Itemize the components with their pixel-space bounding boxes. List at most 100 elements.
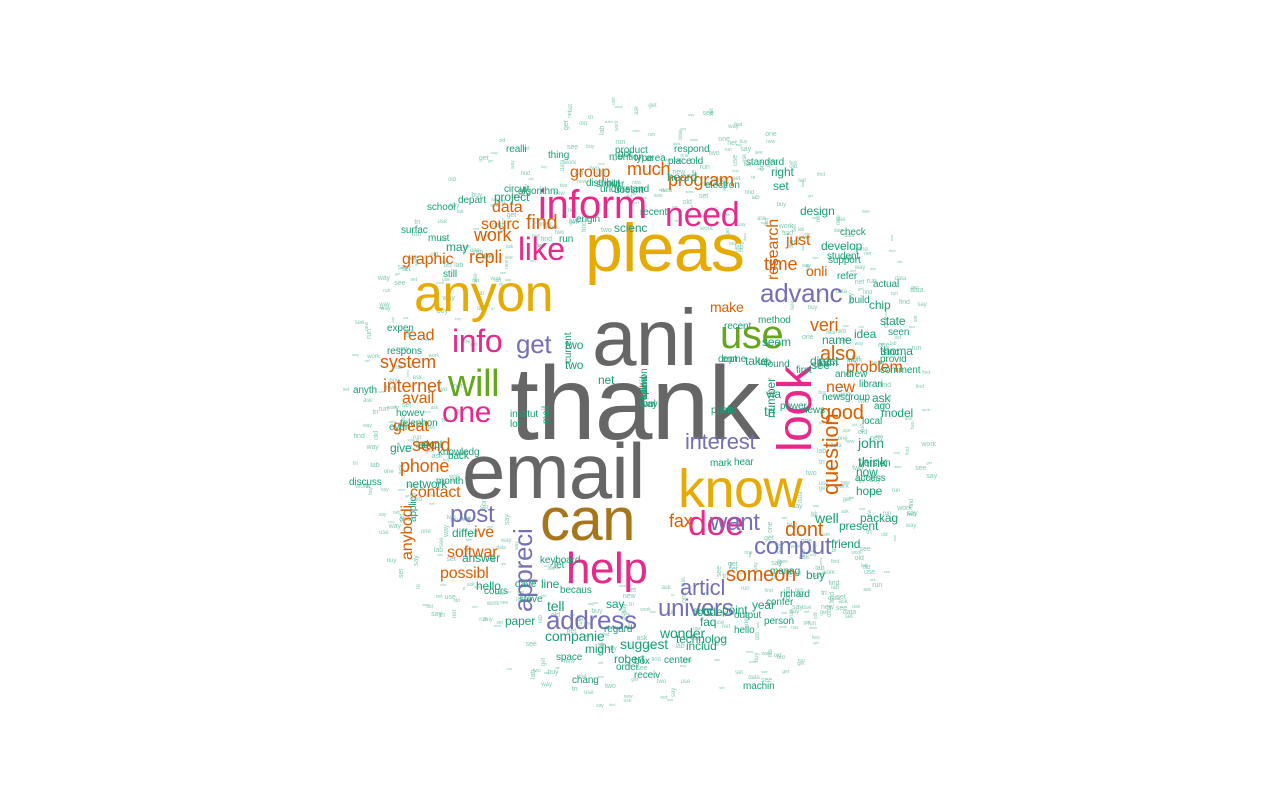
cloud-word: paper xyxy=(505,614,536,628)
cloud-word: address xyxy=(546,605,637,635)
filler-word: buy xyxy=(659,187,666,193)
filler-word: see xyxy=(394,280,406,288)
filler-word: old xyxy=(430,252,439,259)
filler-word: new xyxy=(493,622,502,628)
cloud-word: two xyxy=(565,358,584,372)
cloud-word: may xyxy=(446,240,469,254)
filler-word: see xyxy=(718,635,726,641)
filler-word: run xyxy=(911,344,922,352)
filler-word: run xyxy=(383,288,391,295)
filler-word: new xyxy=(653,192,663,199)
filler-word: set xyxy=(624,662,632,669)
filler-word: ask xyxy=(640,195,647,201)
cloud-word: well xyxy=(815,510,839,526)
cloud-word: line xyxy=(541,577,560,591)
filler-word: net xyxy=(472,277,480,284)
filler-word: way xyxy=(352,351,360,357)
filler-word: run xyxy=(506,666,512,672)
filler-word: say xyxy=(397,263,409,271)
cloud-word: like xyxy=(518,231,565,267)
filler-word: use xyxy=(444,593,456,601)
filler-word: set xyxy=(401,401,412,409)
filler-word: old xyxy=(426,603,433,610)
cloud-word: robert xyxy=(614,652,645,666)
filler-word: use xyxy=(440,582,447,588)
filler-word: new xyxy=(481,302,491,309)
cloud-word: current xyxy=(563,332,574,363)
cloud-word: month xyxy=(436,476,464,487)
filler-word: set xyxy=(480,504,488,511)
filler-word: net xyxy=(803,608,810,614)
filler-word: set xyxy=(410,277,418,284)
filler-word: net xyxy=(455,411,463,418)
cloud-word: institut xyxy=(510,409,539,420)
filler-word: work xyxy=(543,563,552,569)
filler-word: old xyxy=(682,198,692,206)
filler-word: lab xyxy=(433,547,444,555)
cloud-word: telephon xyxy=(400,418,438,429)
filler-word: net xyxy=(435,594,443,601)
cloud-word: dept xyxy=(718,354,738,365)
cloud-word: state xyxy=(880,314,906,328)
filler-word: get xyxy=(803,619,811,626)
filler-word: work xyxy=(839,392,852,399)
filler-word: set xyxy=(533,216,539,222)
filler-word: ask xyxy=(430,405,439,412)
filler-word: set xyxy=(673,158,682,165)
filler-word: old xyxy=(550,612,560,620)
filler-word: ask xyxy=(754,621,760,628)
filler-word: run xyxy=(378,405,389,413)
filler-word: tri xyxy=(839,383,846,391)
filler-word: lab xyxy=(861,563,868,570)
filler-word: lab xyxy=(624,610,630,616)
filler-word: find xyxy=(831,559,839,566)
filler-word: tri xyxy=(588,115,593,122)
filler-word: get xyxy=(569,220,578,227)
cloud-word: want xyxy=(710,509,760,536)
filler-word: new xyxy=(821,604,834,612)
filler-word: run xyxy=(856,478,864,485)
filler-word: buy xyxy=(386,557,397,564)
filler-word: find xyxy=(905,447,912,456)
filler-word: two xyxy=(597,673,605,679)
filler-word: buy xyxy=(789,160,798,167)
filler-word: new xyxy=(596,169,606,176)
filler-word: one xyxy=(765,130,777,138)
filler-word: two xyxy=(910,421,917,430)
filler-word: one xyxy=(835,214,842,225)
filler-word: lab xyxy=(537,615,544,623)
cloud-word: newsgroup xyxy=(822,392,871,403)
filler-word: ask xyxy=(498,227,505,233)
filler-word: see xyxy=(779,558,788,565)
filler-word: see xyxy=(818,362,830,370)
cloud-word: product xyxy=(615,145,648,156)
filler-word: one xyxy=(464,475,477,483)
filler-word: say xyxy=(607,645,617,652)
filler-word: run xyxy=(574,616,584,623)
cloud-word: becaus xyxy=(560,585,592,596)
cloud-word: still xyxy=(443,269,457,280)
cloud-word: found xyxy=(765,359,790,370)
filler-word: see xyxy=(702,110,714,118)
filler-word: two xyxy=(538,242,545,248)
filler-word: find xyxy=(819,420,826,426)
cloud-word: applic xyxy=(408,496,419,522)
filler-word: use xyxy=(422,421,430,427)
cloud-word: can xyxy=(540,486,636,553)
cloud-word: check xyxy=(840,227,866,238)
cloud-word: receiv xyxy=(634,670,661,681)
filler-word: work xyxy=(449,473,460,480)
filler-word: one xyxy=(477,305,487,312)
filler-word: data xyxy=(660,187,673,194)
filler-word: say xyxy=(790,609,800,616)
filler-word: find xyxy=(651,656,661,663)
filler-word: lab xyxy=(569,611,575,617)
filler-word: see xyxy=(495,591,505,598)
cloud-word: circuit xyxy=(504,184,530,195)
cloud-word: time xyxy=(764,254,798,274)
filler-word: net xyxy=(705,184,713,191)
filler-word: buy xyxy=(454,316,461,322)
filler-word: way xyxy=(490,150,498,156)
filler-word: see xyxy=(812,572,824,580)
cloud-word: thoma xyxy=(880,344,913,358)
